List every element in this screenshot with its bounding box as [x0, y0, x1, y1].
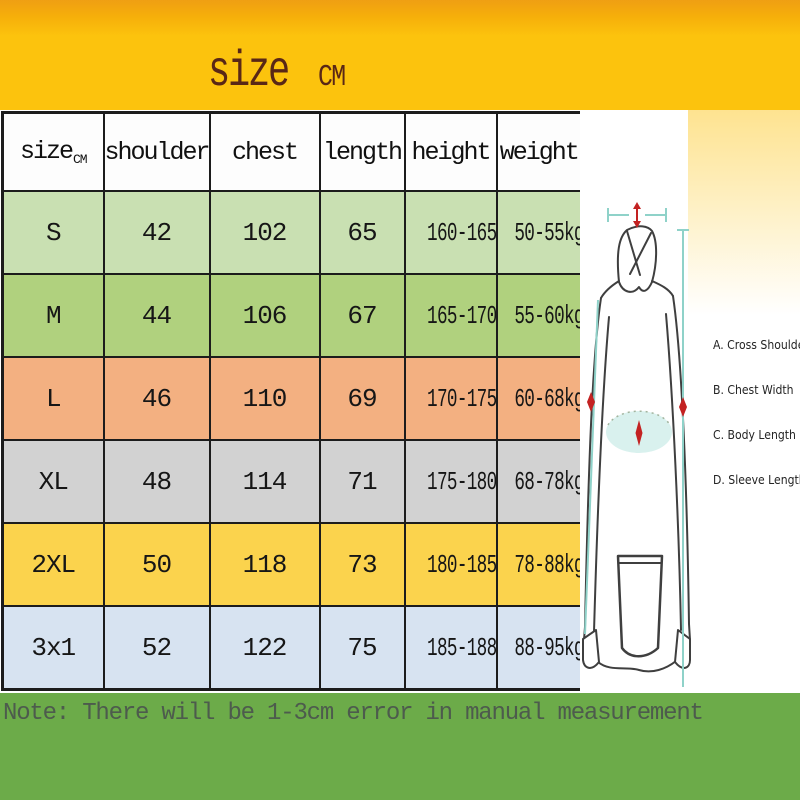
cell-size: S	[45, 217, 62, 248]
sleeve-length-line	[584, 299, 599, 635]
measure-guides	[584, 208, 689, 687]
col-header-shoulder: shoulder	[102, 111, 211, 192]
cell-height: 165-170cm	[426, 300, 497, 331]
table-row-s: S 42 102 65 160-165cm 50-55kg	[1, 190, 583, 275]
marker-b-icon	[635, 420, 643, 446]
note-text: Note: There will be 1-3cm error in manua…	[3, 700, 704, 727]
note-bar: Note: There will be 1-3cm error in manua…	[0, 693, 800, 800]
cell-height: 185-188CM	[426, 632, 497, 663]
col-header-size: sizeCM	[1, 111, 105, 192]
cell-length: 75	[347, 632, 377, 663]
marker-c-icon	[679, 397, 687, 417]
cell-weight: 55-60kg	[513, 300, 582, 331]
cell-length: 67	[347, 300, 377, 331]
cell-size: XL	[38, 466, 69, 497]
cell-height: 175-180cm	[426, 466, 497, 497]
legend-body-length: C. Body Length	[713, 427, 796, 442]
table-row-2xl: 2XL 50 118 73 180-185cm 78-88kg	[1, 522, 583, 607]
cell-length: 65	[347, 217, 377, 248]
legend-chest-width: B. Chest Width	[713, 382, 794, 397]
cell-shoulder: 46	[141, 383, 172, 414]
cell-chest: 122	[242, 632, 288, 663]
cell-size: 3x1	[31, 632, 76, 663]
cell-shoulder: 48	[141, 466, 172, 497]
col-header-chest: chest	[208, 111, 321, 192]
cell-height: 170-175cm	[426, 383, 497, 414]
table-row-l: L 46 110 69 170-175cm 60-68kg	[1, 356, 583, 441]
legend-cross-shoulder: A. Cross Shoulder	[713, 337, 800, 352]
kangaroo-pocket	[616, 554, 664, 658]
header-row: sizeCM shoulder chest length height weig…	[1, 111, 583, 192]
cell-shoulder: 44	[141, 300, 172, 331]
cell-length: 69	[347, 383, 377, 414]
measure-markers	[587, 202, 687, 446]
cell-length: 73	[347, 549, 377, 580]
page-title-unit: CM	[318, 60, 346, 95]
cell-length: 71	[347, 466, 377, 497]
cell-weight: 68-78kg	[513, 466, 582, 497]
measurement-legend: A. Cross Shoulder B. Chest Width C. Body…	[713, 322, 800, 502]
col-header-length: length	[318, 111, 406, 192]
size-chart-table: sizeCM shoulder chest length height weig…	[1, 111, 583, 691]
page-title: size	[208, 44, 290, 101]
cell-chest: 114	[242, 466, 288, 497]
yellow-fade-decoration	[688, 110, 800, 315]
chest-dotted-arc	[607, 410, 671, 426]
cell-weight: 60-68kg	[513, 383, 582, 414]
table-row-3xl: 3x1 52 122 75 185-188CM 88-95kg	[1, 605, 583, 691]
marker-a-icon	[633, 202, 641, 228]
cell-height: 180-185cm	[426, 549, 497, 580]
cell-weight: 50-55kg	[513, 217, 582, 248]
cell-chest: 110	[242, 383, 288, 414]
cell-shoulder: 52	[141, 632, 172, 663]
table-row-xl: XL 48 114 71 175-180cm 68-78kg	[1, 439, 583, 524]
table-row-m: M 44 106 67 165-170cm 55-60kg	[1, 273, 583, 358]
cell-size: L	[45, 383, 62, 414]
col-header-height: height	[403, 111, 498, 192]
top-banner: size CM	[0, 0, 800, 110]
cell-shoulder: 42	[141, 217, 172, 248]
measurement-diagram-panel: A. Cross Shoulder B. Chest Width C. Body…	[580, 110, 800, 693]
hoodie-diagram	[582, 202, 691, 687]
cell-weight: 88-95kg	[513, 632, 582, 663]
size-unit-sub: CM	[72, 152, 88, 167]
cell-chest: 102	[242, 217, 288, 248]
cell-chest: 118	[242, 549, 288, 580]
cell-size: 2XL	[31, 549, 76, 580]
col-header-weight: weight	[495, 111, 583, 192]
cell-weight: 78-88kg	[513, 549, 582, 580]
legend-sleeve-length: D. Sleeve Length	[713, 472, 800, 487]
cell-chest: 106	[242, 300, 288, 331]
cell-size: M	[45, 300, 62, 331]
cell-shoulder: 50	[141, 549, 172, 580]
cell-height: 160-165cm	[426, 217, 497, 248]
marker-d-icon	[587, 392, 595, 412]
